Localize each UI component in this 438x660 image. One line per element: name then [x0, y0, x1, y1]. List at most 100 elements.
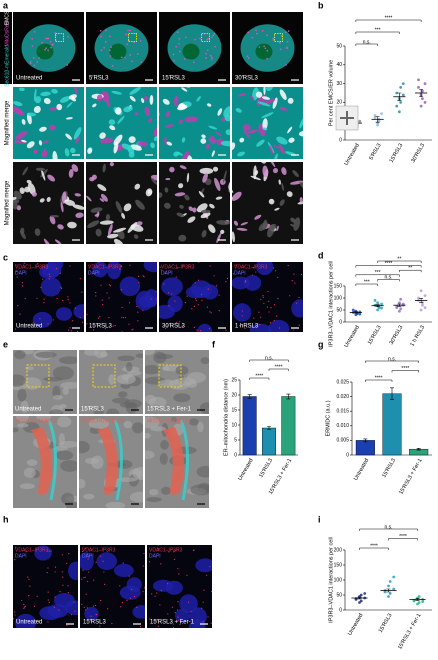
blob — [86, 195, 92, 202]
puncta — [241, 315, 243, 317]
puncta — [59, 272, 61, 274]
puncta — [69, 327, 71, 329]
mito — [33, 31, 36, 33]
blob — [281, 167, 287, 176]
blob — [184, 194, 190, 201]
puncta — [210, 590, 212, 593]
blob — [128, 136, 136, 143]
blob — [137, 141, 149, 147]
blob — [115, 107, 122, 115]
puncta — [149, 618, 151, 620]
image-content — [13, 416, 77, 508]
texture — [84, 350, 99, 356]
significance-label: n.s. — [384, 275, 392, 281]
blob — [201, 134, 206, 139]
data-point — [380, 112, 383, 116]
puncta — [48, 273, 51, 275]
puncta — [81, 603, 83, 605]
mito — [184, 36, 187, 39]
puncta — [176, 609, 179, 611]
blob — [253, 165, 257, 180]
puncta — [163, 283, 165, 285]
y-tick-label: 0.005 — [336, 438, 349, 444]
puncta — [270, 306, 272, 309]
er — [179, 419, 189, 501]
mito — [184, 58, 186, 60]
nucleus — [179, 594, 198, 613]
mito — [66, 64, 69, 66]
blob — [66, 101, 73, 108]
nucleus — [233, 303, 252, 322]
puncta — [273, 320, 275, 322]
puncta — [54, 566, 57, 568]
blob — [272, 97, 278, 109]
condition-label: 15′RSL3 — [81, 407, 104, 413]
puncta — [37, 262, 39, 265]
texture — [112, 397, 130, 404]
blob — [262, 118, 268, 130]
panel-label: b — [318, 0, 324, 10]
puncta — [24, 297, 26, 300]
nucleus — [109, 43, 127, 60]
data-point — [423, 294, 427, 297]
image-content — [13, 87, 82, 159]
blob — [106, 101, 111, 107]
puncta — [263, 302, 265, 304]
mito — [140, 61, 143, 63]
texture — [188, 418, 199, 426]
mito — [211, 58, 213, 60]
mito — [178, 37, 181, 40]
blob — [43, 238, 53, 244]
mito — [205, 57, 207, 59]
blob — [71, 164, 79, 172]
y-tick-label: 20 — [336, 100, 342, 106]
puncta — [186, 295, 188, 297]
blob — [200, 138, 207, 144]
puncta — [47, 599, 49, 601]
puncta — [23, 606, 26, 608]
puncta — [260, 316, 262, 318]
blob — [87, 147, 93, 154]
puncta — [255, 271, 257, 273]
nucleus — [80, 552, 94, 571]
mito — [111, 65, 114, 67]
overlay-plus — [340, 111, 354, 125]
nucleus — [36, 43, 54, 60]
condition-label: 15′RSL3 — [89, 324, 112, 330]
puncta — [93, 579, 95, 581]
structure-label: MITOCHONDRION — [81, 418, 125, 424]
roi — [92, 364, 116, 388]
texture — [55, 450, 74, 461]
blob — [255, 91, 263, 98]
nucleus — [119, 585, 141, 600]
significance-label: **** — [370, 543, 378, 549]
puncta — [82, 569, 84, 571]
mitochondrion — [97, 427, 119, 495]
texture — [145, 450, 155, 460]
blob — [212, 166, 219, 172]
micrograph — [159, 262, 230, 332]
blob — [214, 177, 221, 191]
blob — [54, 239, 62, 244]
puncta — [171, 293, 173, 295]
x-tick-label: 15′RSL3 — [381, 458, 397, 479]
blob — [246, 129, 259, 134]
data-point — [401, 302, 405, 306]
texture — [196, 465, 209, 478]
row-label: Magnified merge — [5, 100, 11, 145]
puncta — [23, 262, 25, 264]
puncta — [287, 264, 289, 267]
mito — [213, 32, 216, 35]
error-bar — [286, 393, 291, 400]
data-point — [417, 85, 420, 89]
puncta — [66, 624, 68, 627]
panel-label: d — [318, 250, 324, 260]
data-point — [392, 575, 396, 579]
puncta — [121, 331, 123, 332]
blob — [72, 204, 84, 210]
blob — [57, 224, 64, 230]
nucleus — [68, 561, 78, 581]
blob — [24, 186, 31, 193]
puncta — [181, 325, 183, 327]
puncta — [177, 619, 179, 621]
